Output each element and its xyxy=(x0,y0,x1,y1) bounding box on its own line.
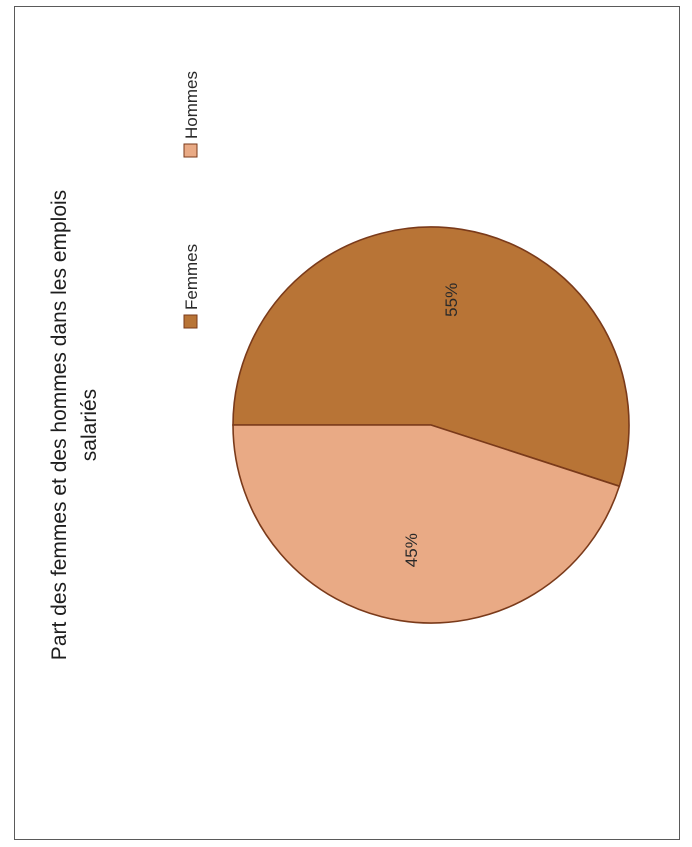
pie-data-labels: 55% 45% xyxy=(402,283,461,567)
data-label-femmes: 55% xyxy=(442,283,461,317)
chart-title-line-1: Part des femmes et des hommes dans les e… xyxy=(48,190,71,660)
chart-title: Part des femmes et des hommes dans les e… xyxy=(48,190,101,660)
pie-slices xyxy=(232,226,630,624)
data-label-hommes: 45% xyxy=(402,533,421,567)
chart-title-line-2: salariés xyxy=(78,389,101,461)
page-top-strip xyxy=(0,0,692,8)
legend-label-hommes: Hommes xyxy=(182,71,201,139)
legend-label-femmes: Femmes xyxy=(182,244,201,310)
legend-swatch-hommes xyxy=(183,143,198,158)
chart-legend: Femmes Hommes xyxy=(182,71,201,329)
pie-slice-femmes xyxy=(232,226,630,488)
legend-swatch-femmes xyxy=(183,314,198,329)
pie-slice-hommes xyxy=(232,424,621,624)
